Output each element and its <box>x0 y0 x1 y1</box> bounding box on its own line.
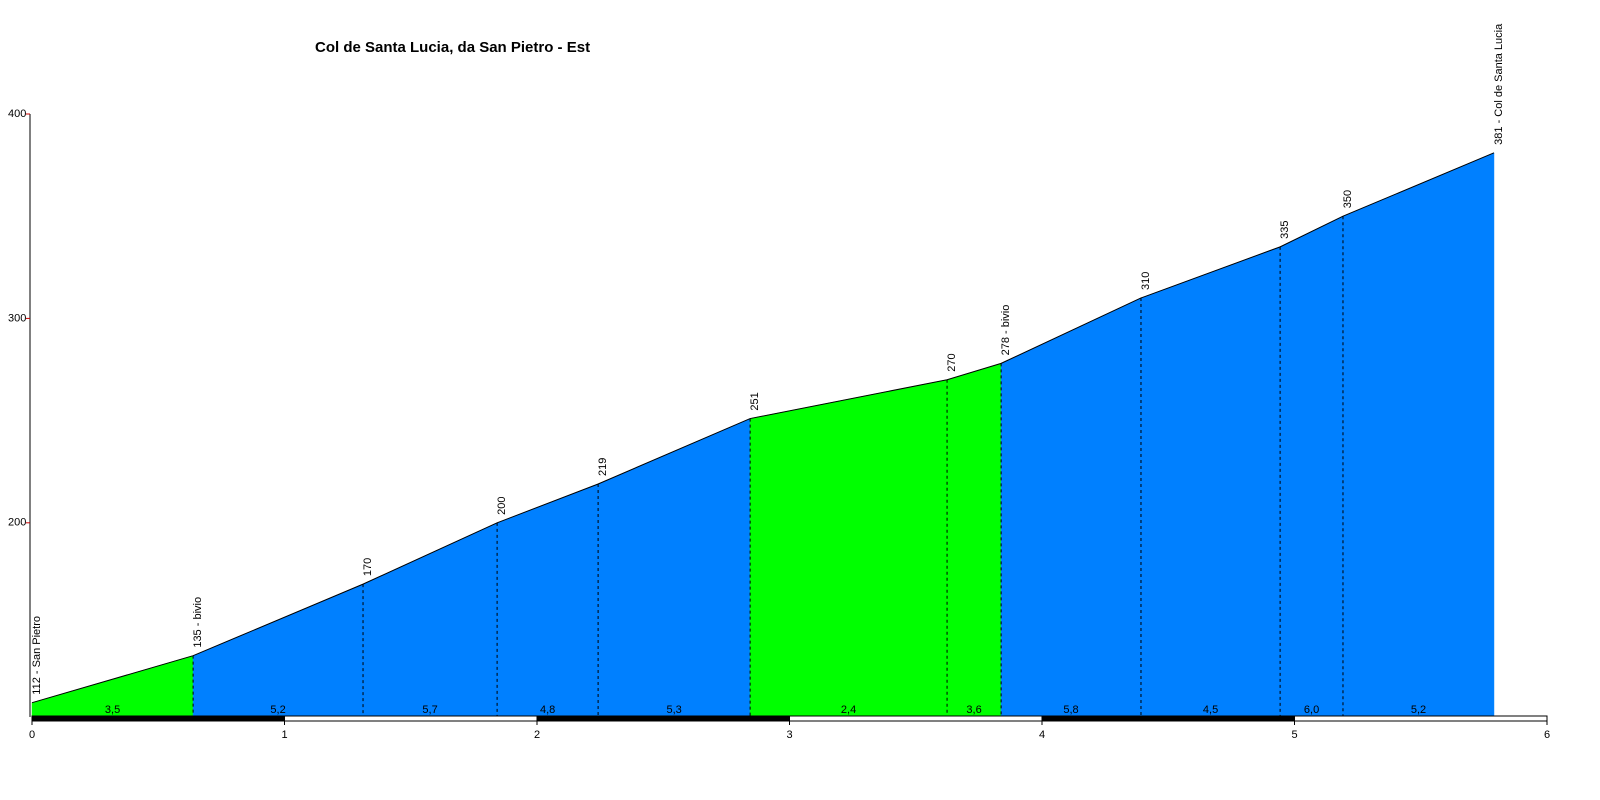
point-label: 219 <box>597 458 609 476</box>
x-tick-label: 1 <box>281 729 287 741</box>
y-tick-label: 200 <box>8 517 26 529</box>
x-tick-label: 4 <box>1039 729 1045 741</box>
chart-title: Col de Santa Lucia, da San Pietro - Est <box>315 39 590 56</box>
profile-segment <box>597 418 751 718</box>
point-label: 310 <box>1140 272 1152 290</box>
grade-label: 5,8 <box>1063 704 1078 716</box>
profile-segment <box>1279 215 1344 718</box>
profile-segment <box>946 363 1002 718</box>
x-tick-label: 2 <box>534 729 540 741</box>
grade-label: 3,6 <box>966 704 981 716</box>
point-label: 251 <box>749 392 761 410</box>
point-label: 381 - Col de Santa Lucia <box>1493 23 1505 145</box>
point-label: 350 <box>1342 190 1354 208</box>
grade-label: 4,5 <box>1203 704 1218 716</box>
y-tick-label: 400 <box>8 108 26 120</box>
grade-label: 5,2 <box>1411 704 1426 716</box>
point-label: 278 - bivio <box>1000 305 1012 356</box>
point-label: 112 - San Pietro <box>31 616 43 695</box>
profile-segment <box>362 522 498 718</box>
grade-label: 3,5 <box>105 704 120 716</box>
km-bar <box>536 715 790 722</box>
km-bar <box>789 715 1043 722</box>
x-tick-label: 5 <box>1291 729 1297 741</box>
profile-segment <box>192 583 364 718</box>
point-label: 270 <box>946 353 958 371</box>
x-tick-label: 0 <box>29 729 35 741</box>
profile-segment <box>749 379 948 718</box>
profile-segment <box>1000 297 1142 718</box>
point-label: 170 <box>362 558 374 576</box>
profile-line <box>31 152 1495 704</box>
km-bar <box>1041 715 1295 722</box>
profile-segment <box>1342 152 1495 718</box>
profile-segment <box>1140 246 1281 718</box>
grade-label: 2,4 <box>841 704 856 716</box>
grade-label: 5,2 <box>270 704 285 716</box>
km-bar <box>284 715 538 722</box>
profile-segment <box>496 483 599 718</box>
km-bar <box>1294 715 1548 722</box>
grade-label: 6,0 <box>1304 704 1319 716</box>
x-tick-label: 6 <box>1544 729 1550 741</box>
y-tick-label: 300 <box>8 312 26 324</box>
point-label: 200 <box>496 496 508 514</box>
grade-label: 5,7 <box>422 704 437 716</box>
x-tick-label: 3 <box>786 729 792 741</box>
grade-label: 5,3 <box>666 704 681 716</box>
point-label: 135 - bivio <box>192 597 204 648</box>
point-label: 335 <box>1279 221 1291 239</box>
grade-label: 4,8 <box>540 704 555 716</box>
km-bar <box>31 715 285 722</box>
